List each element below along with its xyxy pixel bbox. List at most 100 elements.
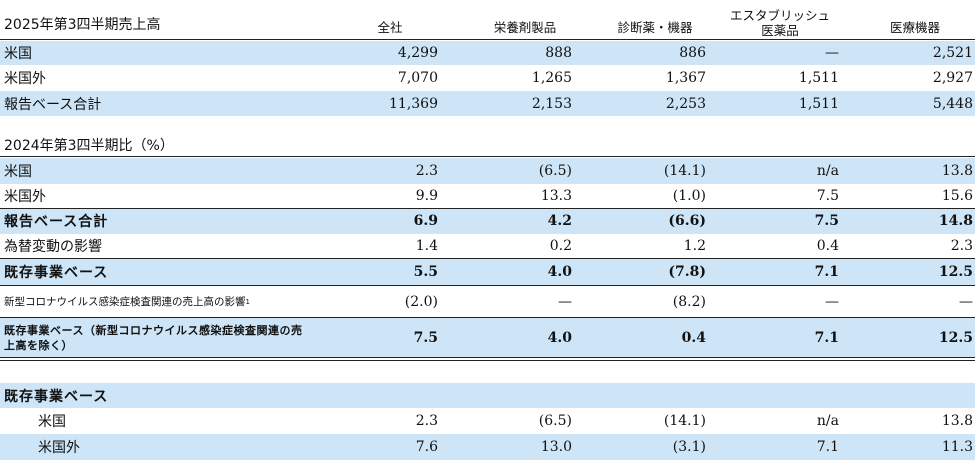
value-established-pharma: — [825,45,839,61]
value-nutrition: 4.0 [547,263,572,280]
subtotal-rule [0,285,975,286]
subtotal-rule [0,258,975,259]
row-label: 米国 [4,46,32,62]
value-total: (2.0) [404,293,438,310]
value-medical-devices: 2,927 [932,70,973,86]
value-total: 7.6 [415,439,438,455]
header-rule [0,39,975,40]
table-row: 米国 2.3 (6.5) (14.1) n/a 13.8 [0,158,975,184]
value-established-pharma: n/a [816,413,839,429]
value-established-pharma: 7.5 [816,188,839,204]
table-row: 報告ベース合計 11,369 2,153 2,253 1,511 5,448 [0,91,975,116]
value-nutrition: — [558,293,572,310]
table-row: 米国 4,299 888 886 — 2,521 [0,41,975,65]
table-row: 米国外 9.9 13.3 (1.0) 7.5 15.6 [0,184,975,208]
value-medical-devices: 2.3 [950,238,973,254]
table-row: 米国 2.3 (6.5) (14.1) n/a 13.8 [0,408,975,434]
row-label: 米国外 [38,440,80,456]
value-diagnostics: 1,367 [665,70,706,86]
value-diagnostics: (8.2) [672,293,706,310]
value-total: 1.4 [415,238,438,254]
table-row: 為替変動の影響 1.4 0.2 1.2 0.4 2.3 [0,234,975,258]
table-row: 報告ベース合計 6.9 4.2 (6.6) 7.5 14.8 [0,208,975,234]
row-label: 米国 [4,164,32,180]
row-label: 報告ベース合計 [4,96,102,113]
table-row: 既存事業ベース（新型コロナウイルス感染症検査関連の売上高を除く） 7.5 4.0… [0,318,975,357]
table-row: 米国外 7.6 13.0 (3.1) 7.1 11.3 [0,434,975,460]
value-total: 11,369 [389,95,438,112]
value-nutrition: 1,265 [531,70,572,86]
subtotal-rule [0,317,975,318]
col-header-diagnostics: 診断薬・機器 [617,20,693,35]
section-rule [0,156,975,157]
subtotal-rule [0,208,975,209]
value-nutrition: 13.0 [540,439,572,455]
value-medical-devices: 13.8 [941,413,973,429]
row-label: 米国 [38,414,66,430]
col-header-medical-devices: 医療機器 [889,20,940,35]
row-label: 米国外 [4,71,46,87]
value-medical-devices: — [959,293,973,310]
value-established-pharma: 1,511 [798,70,839,86]
value-medical-devices: 12.5 [938,329,973,346]
value-nutrition: 13.3 [540,188,572,204]
value-diagnostics: (3.1) [672,439,706,455]
value-medical-devices: 14.8 [938,213,973,229]
table-row: 新型コロナウイルス感染症検査関連の売上高の影響 1 (2.0) — (8.2) —… [0,286,975,317]
value-nutrition: 2,153 [531,95,572,112]
value-nutrition: 4.2 [547,213,572,229]
col-header-established-pharma: エスタブリッシュ 医薬品 [729,8,830,38]
value-nutrition: (6.5) [538,163,572,179]
value-diagnostics: (6.6) [668,213,706,229]
value-nutrition: 888 [545,45,572,61]
value-established-pharma: 7.1 [816,439,839,455]
value-diagnostics: (14.1) [663,413,706,429]
value-established-pharma: n/a [816,163,839,179]
table-row: 既存事業ベース 5.5 4.0 (7.8) 7.1 12.5 [0,258,975,285]
col-header-nutrition: 栄養剤製品 [493,20,557,35]
row-label: 新型コロナウイルス感染症検査関連の売上高の影響 1 [4,286,250,317]
double-rule [0,357,975,361]
value-established-pharma: 7.1 [814,263,839,280]
value-established-pharma: — [825,293,839,310]
value-established-pharma: 0.4 [816,238,839,254]
value-total: 2.3 [415,413,438,429]
value-diagnostics: (14.1) [663,163,706,179]
value-total: 5.5 [413,263,438,280]
table-title: 2025年第3四半期売上高 [4,17,161,33]
row-label: 既存事業ベース（新型コロナウイルス感染症検査関連の売上高を除く） [4,323,303,352]
footnote-marker: 1 [245,297,250,306]
value-established-pharma: 7.1 [814,329,839,346]
value-established-pharma: 1,511 [798,95,839,112]
value-diagnostics: (1.0) [672,188,706,204]
row-label: 既存事業ベース [4,264,109,281]
value-medical-devices: 5,448 [932,95,973,112]
col-header-total: 全社 [377,20,403,35]
row-label-text: 新型コロナウイルス感染症検査関連の売上高の影響 [4,296,246,308]
value-total: 9.9 [415,188,438,204]
section-heading: 既存事業ベース [0,383,975,408]
value-diagnostics: 1.2 [683,238,706,254]
table-row: 米国外 7,070 1,265 1,367 1,511 2,927 [0,65,975,91]
value-total: 7.5 [413,329,438,346]
value-nutrition: (6.5) [538,413,572,429]
value-diagnostics: 0.4 [681,329,706,346]
value-medical-devices: 15.6 [941,188,973,204]
value-nutrition: 4.0 [547,329,572,346]
value-medical-devices: 13.8 [941,163,973,179]
row-label: 報告ベース合計 [4,214,109,230]
value-medical-devices: 2,521 [932,45,973,61]
section-title: 既存事業ベース [4,388,109,405]
value-diagnostics: 2,253 [665,95,706,112]
section-heading: 2024年第3四半期比（%） [0,134,975,156]
value-nutrition: 0.2 [549,238,572,254]
value-total: 4,299 [397,45,438,61]
value-diagnostics: (7.8) [668,263,706,280]
value-medical-devices: 12.5 [938,263,973,280]
value-established-pharma: 7.5 [814,213,839,229]
table-header: 2025年第3四半期売上高 全社 栄養剤製品 診断薬・機器 エスタブリッシュ 医… [0,0,975,40]
row-label: 米国外 [4,189,46,205]
row-label: 為替変動の影響 [4,239,102,255]
value-total: 7,070 [397,70,438,86]
value-diagnostics: 886 [679,45,706,61]
